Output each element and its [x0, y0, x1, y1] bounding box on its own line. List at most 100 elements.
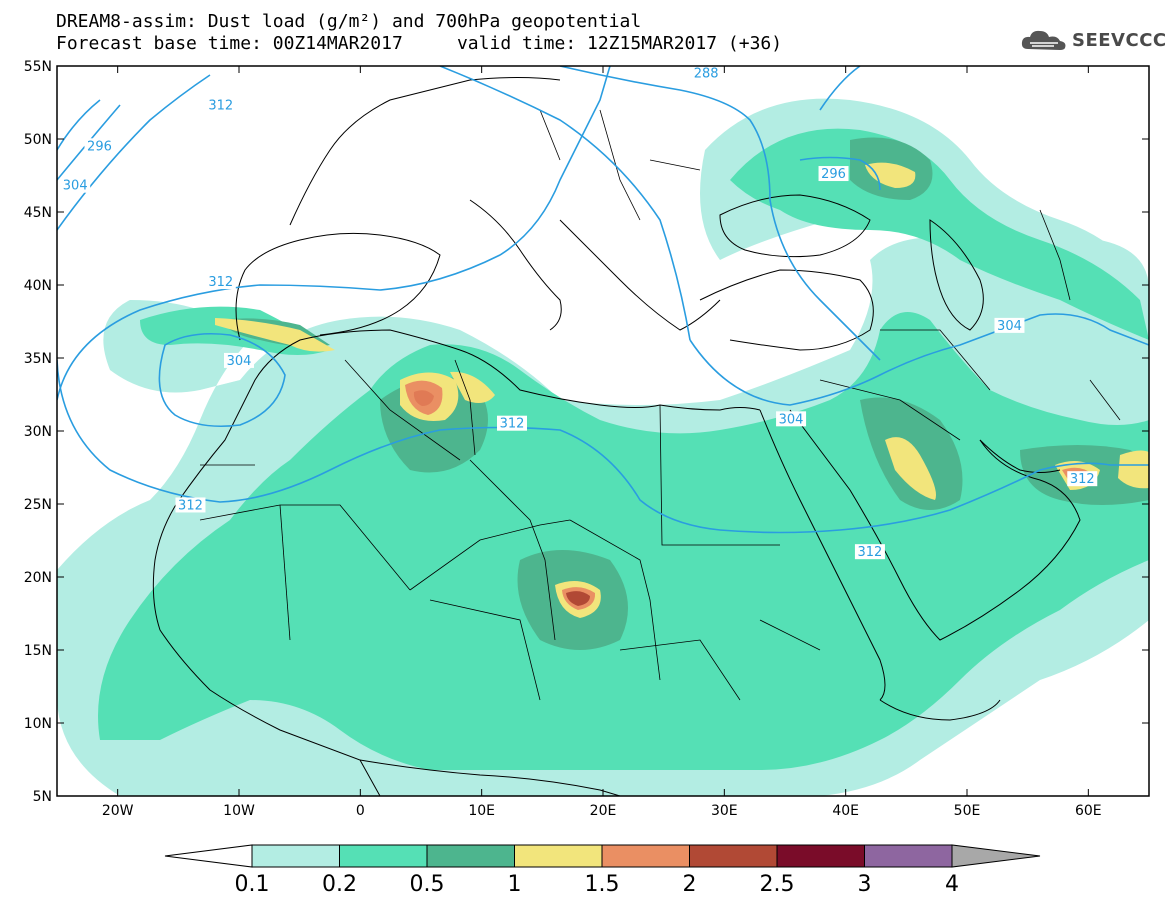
coast-red-sea	[759, 409, 886, 701]
contour-label: 312	[500, 417, 525, 432]
contour-label-bg	[205, 97, 236, 113]
contour-label: 296	[821, 167, 846, 182]
lon-tick-label: 10W	[223, 803, 255, 819]
contour-labels: 312 296 304 288 296 312 304 312 312 304 304 312 312	[60, 65, 1098, 560]
longitude-axis: 20W 10W 0 10E 20E 30E 40E 50E 60E	[102, 66, 1102, 819]
colorbar-segment	[689, 844, 778, 868]
contour-312-north	[57, 74, 211, 231]
lon-tick-label: 10E	[468, 803, 495, 819]
contour-label: 296	[87, 139, 112, 154]
coast-persian-gulf	[979, 439, 1061, 473]
lon-tick-label: 40E	[832, 803, 859, 819]
contour-label: 288	[694, 66, 719, 81]
contour-label-bg	[497, 415, 527, 431]
contour-label: 312	[208, 98, 233, 113]
coast-balkans	[559, 219, 721, 331]
lat-tick-label: 5N	[33, 789, 52, 805]
contour-label-bg	[691, 65, 722, 81]
lat-tick-label: 40N	[24, 278, 52, 294]
coast-europe	[289, 77, 561, 226]
colorbar-segment	[426, 844, 515, 868]
dust-region-yellow-5	[865, 162, 916, 188]
coast-north-africa	[176, 329, 761, 504]
latitude-axis: 55N 50N 45N 40N 35N 30N 25N 20N 15N 10N 5N	[24, 59, 1149, 805]
seevccc-logo: SEEVCCC	[1020, 26, 1165, 54]
contour-label-bg	[854, 544, 885, 560]
colorbar-end-right	[951, 844, 1041, 868]
contour-312-main	[57, 66, 611, 401]
colorbar-label: 2.5	[759, 872, 795, 897]
contour-label-bg	[175, 497, 206, 513]
dust-region-yellow-4	[885, 437, 936, 500]
dust-region-yellow-6	[215, 318, 335, 352]
colorbar-label: 0.2	[322, 872, 357, 897]
contour-288	[559, 66, 881, 361]
lat-tick-label: 25N	[24, 497, 52, 513]
coast-caspian	[929, 219, 984, 331]
contour-288-ne	[819, 66, 861, 111]
dust-region-medium-north	[730, 128, 1149, 340]
colorbar-segment	[776, 844, 865, 868]
coast-italy	[469, 199, 562, 331]
colorbar-segment	[514, 844, 603, 868]
coast-iberia	[235, 232, 441, 341]
border-layer	[199, 109, 1121, 701]
lat-tick-label: 50N	[24, 132, 52, 148]
lon-tick-label: 20E	[590, 803, 617, 819]
coast-turkey	[699, 269, 874, 351]
contour-label-bg	[84, 138, 115, 154]
contour-label: 304	[227, 354, 252, 369]
colorbar-label: 0.5	[409, 872, 445, 897]
contour-label: 304	[779, 412, 804, 427]
lon-tick-label: 50E	[954, 803, 981, 819]
contour-label-bg	[818, 166, 849, 182]
lon-tick-label: 20W	[102, 803, 134, 819]
contour-304-east	[689, 313, 1149, 406]
contour-296-north	[799, 156, 881, 191]
contour-label-bg	[60, 177, 91, 193]
contour-label: 304	[997, 319, 1022, 334]
coast-horn	[879, 699, 1001, 721]
colorbar-label: 3	[857, 872, 872, 897]
cloud-logo-icon	[1021, 30, 1066, 50]
forecast-time-subtitle: Forecast base time: 00Z14MAR2017 valid t…	[56, 33, 783, 54]
contour-label-bg	[205, 274, 236, 290]
coast-arabia	[789, 409, 1081, 641]
map-title: DREAM8-assim: Dust load (g/m²) and 700hP…	[56, 11, 642, 32]
colorbar-label: 4	[945, 872, 959, 897]
contour-label-bg	[224, 352, 254, 368]
colorbar-segment	[339, 844, 428, 868]
dust-fill-layer	[57, 66, 1149, 796]
lat-tick-label: 45N	[24, 205, 52, 221]
lat-tick-label: 20N	[24, 570, 52, 586]
coast-west-africa	[152, 502, 381, 796]
contour-296-east	[439, 66, 691, 341]
lat-tick-label: 35N	[24, 351, 52, 367]
coast-gulf-guinea	[359, 759, 621, 796]
contour-label-bg	[994, 317, 1025, 333]
contour-label: 312	[858, 545, 883, 560]
contour-label-bg	[776, 411, 807, 427]
colorbar-label: 2	[682, 872, 697, 897]
contour-label: 312	[178, 498, 203, 513]
colorbar-segment	[864, 844, 953, 868]
contour-296-west	[57, 99, 101, 151]
dust-region-red-1	[566, 591, 590, 606]
contour-label-bg	[1067, 471, 1098, 487]
colorbar-segment	[601, 844, 690, 868]
dust-region-yellow-8	[1118, 450, 1149, 489]
lat-tick-label: 15N	[24, 643, 52, 659]
lon-tick-label: 60E	[1075, 803, 1102, 819]
colorbar-label: 1	[507, 872, 522, 897]
colorbar-label: 1.5	[584, 872, 620, 897]
contour-label: 304	[63, 179, 88, 194]
lat-tick-label: 10N	[24, 716, 52, 732]
contour-label: 312	[208, 275, 233, 290]
contour-304-lows	[158, 332, 286, 428]
logo-text: SEEVCCC	[1072, 29, 1165, 51]
coastline-layer	[152, 77, 1081, 796]
lon-tick-label: 30E	[711, 803, 738, 819]
colorbar	[164, 844, 1041, 868]
